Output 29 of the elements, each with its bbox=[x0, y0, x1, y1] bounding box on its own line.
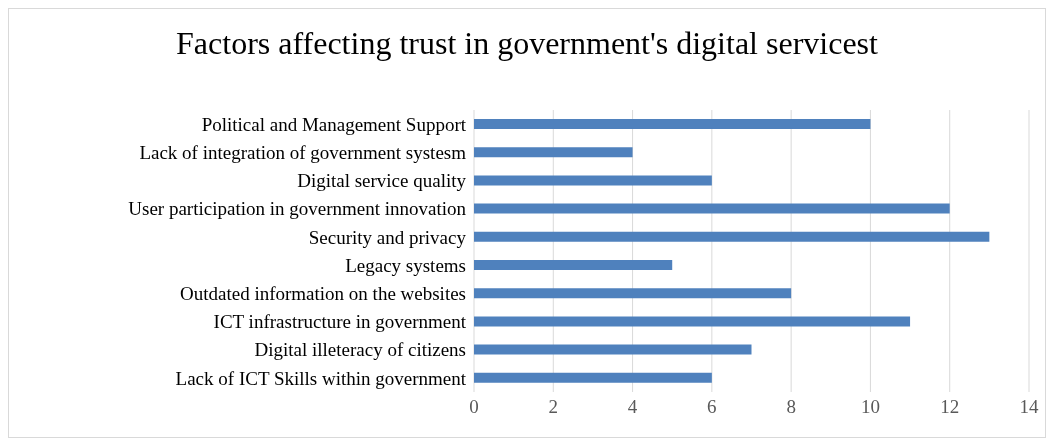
bar bbox=[474, 372, 712, 383]
x-tick-label: 14 bbox=[1019, 396, 1039, 418]
x-tick-label: 8 bbox=[786, 396, 796, 418]
bar bbox=[474, 147, 633, 158]
y-tick-label: ICT infrastructure in government bbox=[213, 311, 467, 333]
x-tick-label: 10 bbox=[860, 396, 880, 418]
bar bbox=[474, 119, 871, 129]
x-tick-label: 2 bbox=[548, 396, 559, 418]
y-tick-label: Lack of ICT Skills within government bbox=[175, 367, 467, 389]
y-tick-label: Outdated information on the websites bbox=[180, 283, 466, 305]
y-tick-label: Lack of integration of government systesm bbox=[139, 142, 467, 164]
y-tick-label: Digital service quality bbox=[297, 170, 467, 192]
x-tick-label: 6 bbox=[707, 396, 717, 418]
bar bbox=[474, 260, 673, 270]
bar bbox=[474, 344, 752, 355]
x-tick-label: 4 bbox=[627, 396, 638, 418]
x-tick-label: 12 bbox=[940, 396, 960, 418]
bar bbox=[474, 316, 911, 327]
y-tick-label: Security and privacy bbox=[308, 226, 467, 248]
bar bbox=[474, 175, 712, 186]
y-tick-label: Digital illeteracy of citizens bbox=[254, 339, 466, 361]
bar bbox=[474, 231, 990, 242]
x-tick-label: 0 bbox=[469, 396, 479, 418]
y-tick-label: Legacy systems bbox=[345, 254, 466, 276]
y-tick-label: Political and Management Support bbox=[201, 113, 467, 135]
y-tick-label: User participation in government innovation bbox=[128, 198, 467, 220]
bar bbox=[474, 288, 792, 299]
bar bbox=[474, 203, 950, 214]
chart-title: Factors affecting trust in government's digital servicest bbox=[175, 24, 879, 63]
